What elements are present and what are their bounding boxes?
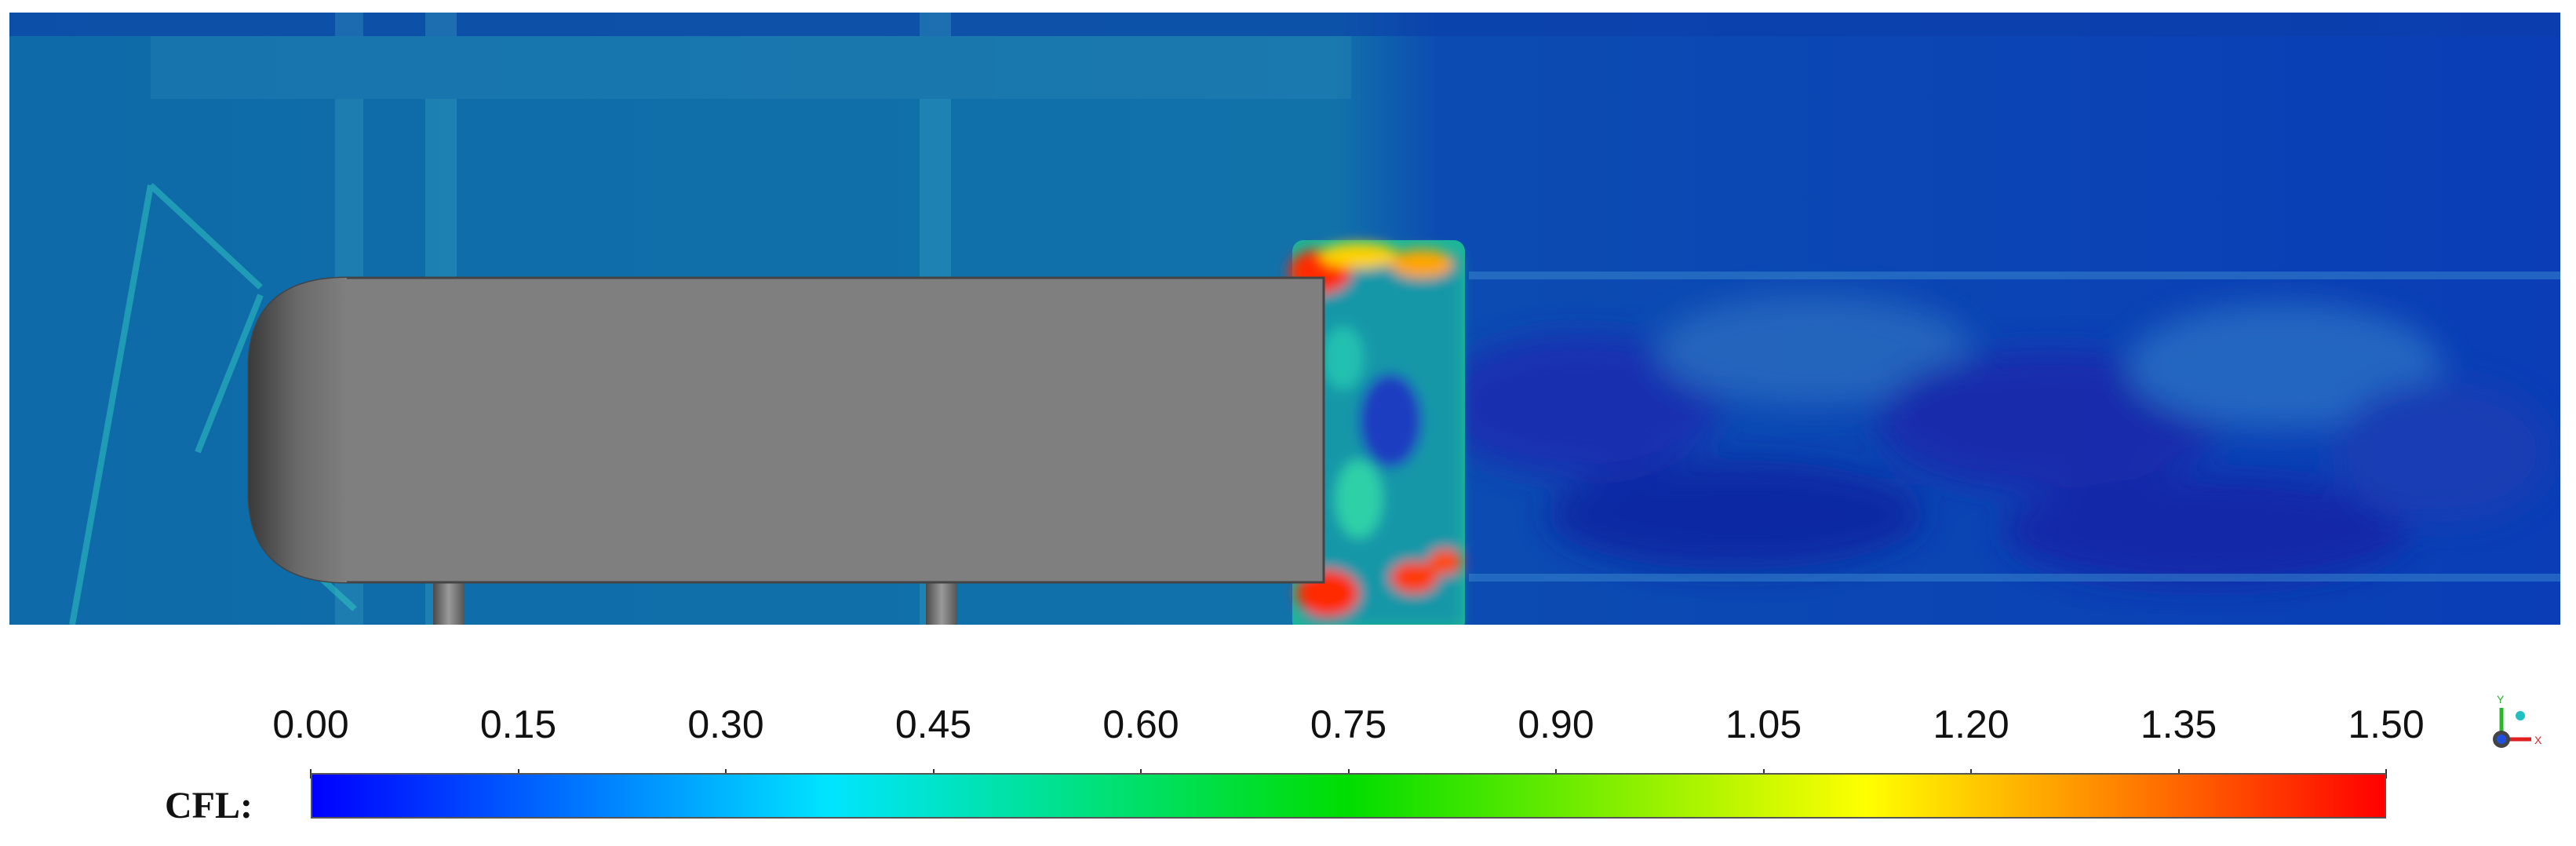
cfl-contour-view <box>9 13 2560 625</box>
axes-triad-icon[interactable]: Y X <box>2479 691 2550 761</box>
tick-label: 1.20 <box>1933 702 2009 746</box>
colorbar-title: CFL: <box>165 785 253 826</box>
tick-label: 1.50 <box>2348 702 2425 746</box>
tick-label: 0.15 <box>479 702 557 746</box>
tick-label: 1.35 <box>2140 702 2217 746</box>
tick-label: 0.30 <box>687 702 764 746</box>
axis-x-label: X <box>2534 734 2542 746</box>
vehicle-body <box>247 276 1325 625</box>
wake-turbulence <box>1437 295 2552 585</box>
tick-label: 0.90 <box>1518 702 1594 746</box>
tick-label: 1.05 <box>1725 702 1802 746</box>
base-refinement-region <box>1288 240 1465 625</box>
tick-mark <box>2385 769 2387 779</box>
front-strut <box>433 578 465 625</box>
tick-label: 0.75 <box>1310 702 1387 746</box>
mesh-refinement-bands <box>151 13 1351 625</box>
rear-strut <box>926 578 957 625</box>
axis-y-label: Y <box>2497 693 2505 706</box>
tick-label: 0.00 <box>272 702 349 746</box>
tick-label: 0.45 <box>894 702 972 746</box>
tick-label: 0.60 <box>1102 702 1179 746</box>
colorbar-legend: 0.00 0.15 0.30 0.45 0.60 0.75 0.90 1.05 … <box>0 644 2576 846</box>
colorbar-gradient <box>311 773 2386 819</box>
